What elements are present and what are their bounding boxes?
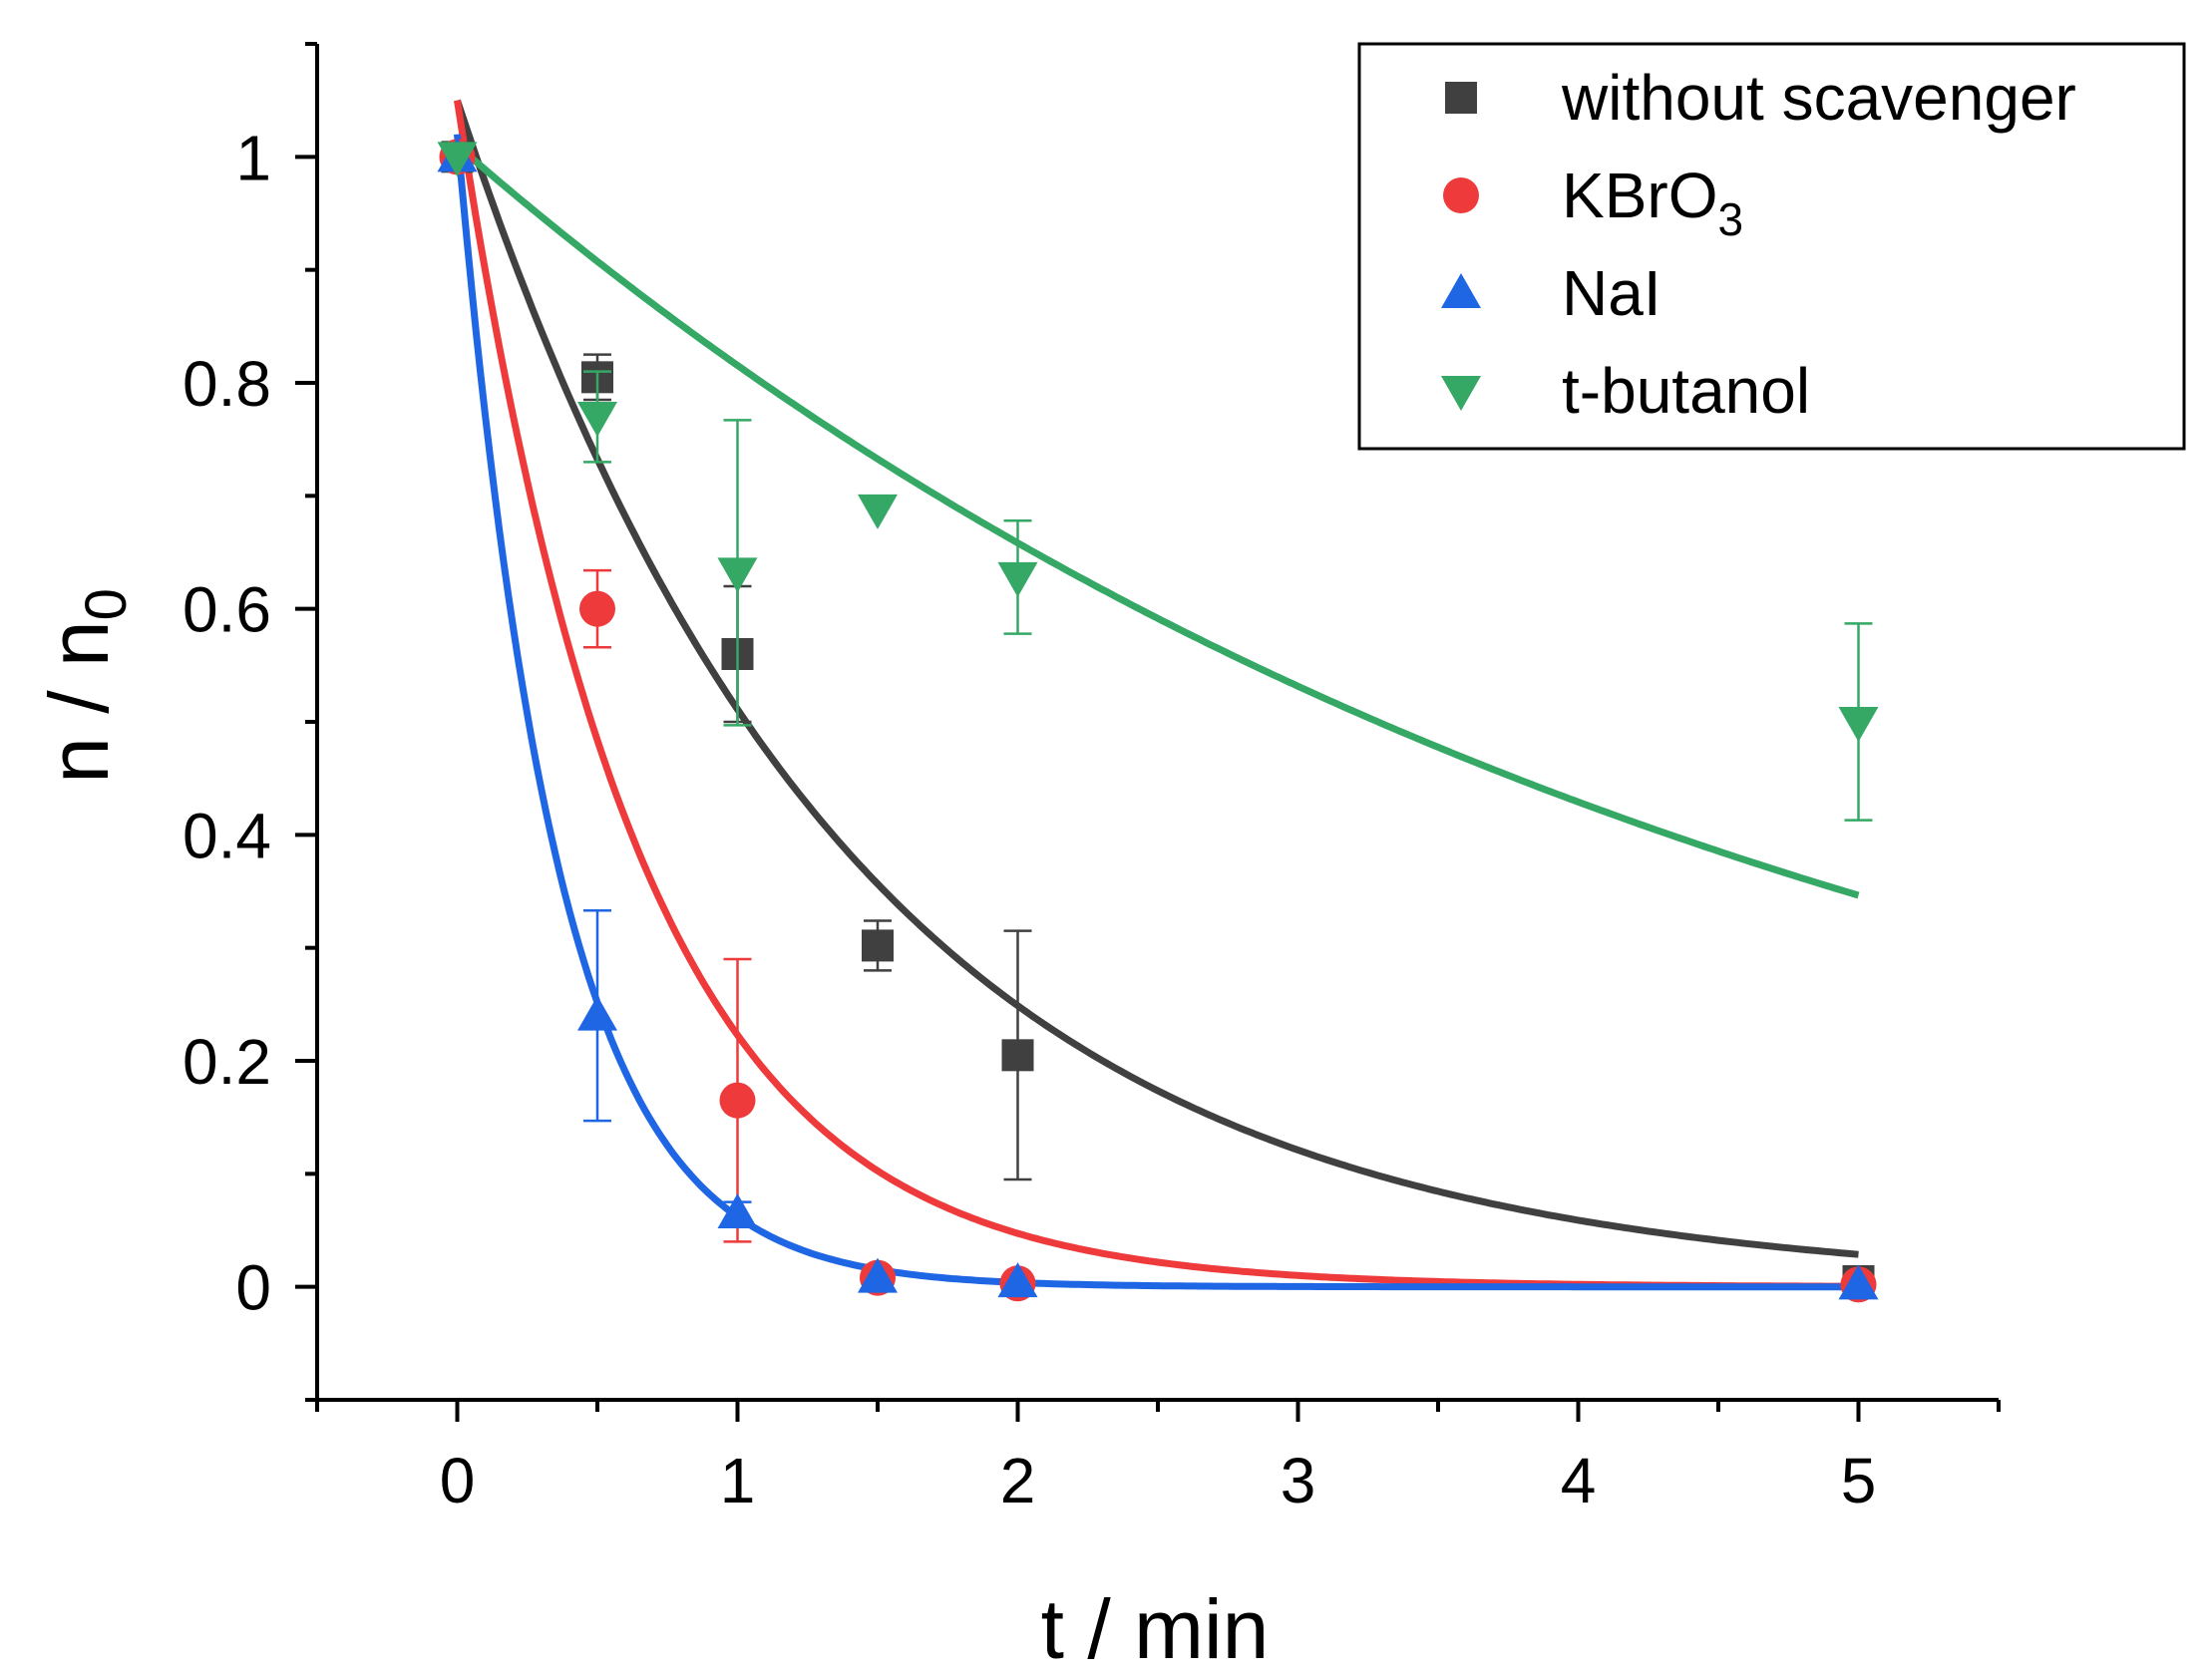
data-point xyxy=(997,561,1038,597)
legend-marker xyxy=(1441,273,1481,308)
legend-label-main: KBrO xyxy=(1562,160,1717,231)
fit-line xyxy=(455,143,1860,899)
data-point xyxy=(577,995,617,1031)
fit-line xyxy=(454,134,1859,1291)
data-point xyxy=(858,494,898,529)
legend-marker xyxy=(1445,82,1477,114)
data-point xyxy=(719,1082,756,1119)
y-tick-label: 0.8 xyxy=(183,348,271,420)
x-axis-title: t / min xyxy=(1041,1582,1270,1676)
data-point xyxy=(997,1262,1038,1298)
y-tick-label: 1 xyxy=(235,122,271,193)
x-tick-label: 1 xyxy=(720,1445,756,1516)
y-tick-label: 0 xyxy=(235,1252,271,1324)
y-axis-title-main: n / n xyxy=(32,620,126,783)
data-points xyxy=(437,137,1879,1303)
legend-box xyxy=(1357,42,2186,451)
data-point xyxy=(1001,1039,1034,1072)
fit-curves xyxy=(454,99,1860,1291)
x-tick-label: 4 xyxy=(1561,1445,1597,1516)
legend-label: without scavenger xyxy=(1561,62,2076,134)
legend-label-main: t-butanol xyxy=(1562,355,1810,427)
data-point xyxy=(717,1193,758,1228)
legend-label-subscript: 3 xyxy=(1717,193,1743,245)
data-point xyxy=(1838,707,1879,742)
legend-label-main: without scavenger xyxy=(1561,62,2076,134)
data-point xyxy=(717,557,758,593)
legend-label: t-butanol xyxy=(1562,355,1810,427)
data-point xyxy=(437,142,478,177)
y-axis-title: n / n0 xyxy=(32,588,139,784)
y-tick-label: 0.6 xyxy=(183,574,271,646)
data-point xyxy=(1838,1264,1879,1300)
data-point xyxy=(577,402,617,437)
data-point xyxy=(862,929,894,962)
data-point xyxy=(579,590,615,627)
legend-marker xyxy=(1443,177,1479,213)
data-point xyxy=(858,1257,898,1293)
y-tick-label: 0.4 xyxy=(183,800,271,871)
fit-line xyxy=(454,99,1859,1258)
x-tick-label: 3 xyxy=(1281,1445,1316,1516)
y-tick-label: 0.2 xyxy=(183,1026,271,1098)
legend-label: KBrO3 xyxy=(1562,160,1743,245)
y-axis-title-subscript: 0 xyxy=(74,588,139,620)
x-tick-label: 5 xyxy=(1841,1445,1877,1516)
legend: without scavenger KBrO3 NaI t-butanol xyxy=(1357,42,2186,451)
x-tick-label: 2 xyxy=(1000,1445,1036,1516)
x-tick-label: 0 xyxy=(440,1445,476,1516)
axes: 0 1 2 3 4 5 0 0.2 0.4 0.6 0.8 1 xyxy=(183,42,2001,1516)
legend-label: NaI xyxy=(1562,257,1661,329)
legend-marker xyxy=(1441,376,1481,411)
legend-label-main: NaI xyxy=(1562,257,1661,329)
